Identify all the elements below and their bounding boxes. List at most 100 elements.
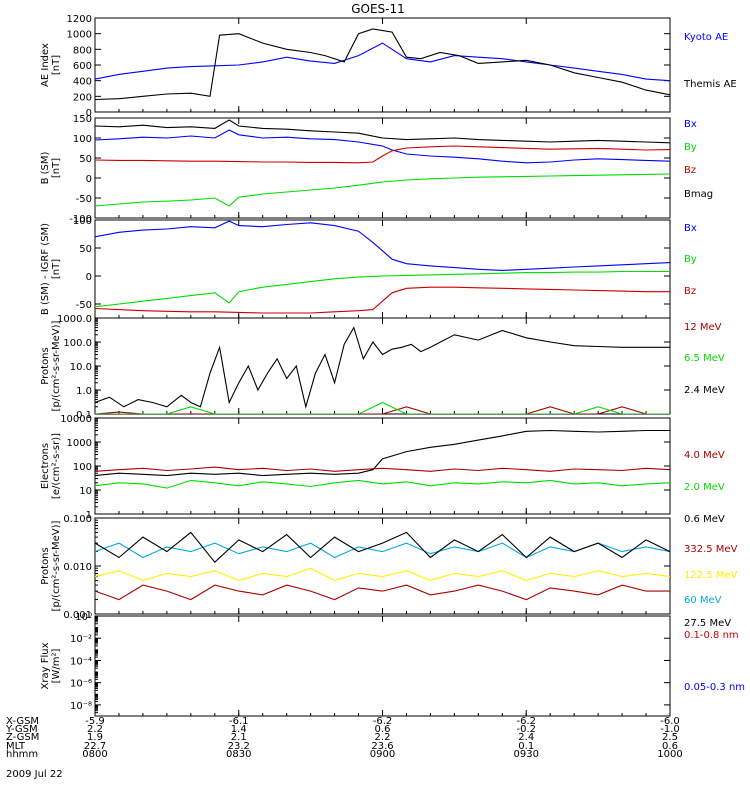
- series-line-bx: [95, 220, 670, 271]
- ephemeris-value: -6.2: [516, 716, 536, 727]
- panel-frame: [94, 117, 671, 219]
- ephemeris-value: 0800: [82, 749, 107, 760]
- ephemeris-row-label: MLT: [6, 741, 26, 752]
- legend-entry: 27.5 MeV: [684, 618, 731, 629]
- panel-2: -100 -50 0 50 100 150 B (SM) [nT] Bx By Bz Bmag: [40, 114, 713, 225]
- ephemeris-value: -0.2: [516, 724, 536, 735]
- panel-frame: [94, 517, 671, 615]
- ephemeris-value: 22.7: [84, 741, 106, 752]
- legend-entry: 0.1-0.8 nm: [684, 630, 739, 641]
- panel-frame: [94, 615, 671, 717]
- legend-entry: Bx: [684, 223, 697, 234]
- y-tick-label: 150: [73, 114, 92, 125]
- legend-entry: 12 MeV: [684, 322, 722, 333]
- ephemeris-value: 23.2: [228, 741, 250, 752]
- series-line-60-mev: [95, 542, 670, 559]
- y-tick-label: -50: [76, 194, 92, 205]
- y-tick-label: 1: [86, 510, 92, 521]
- legend-entry: 6.5 MeV: [684, 353, 725, 364]
- panel-4: 0.1 1.0 10.0 100.0 1000.0 Protons [p/(cm²-s-sr…: [40, 314, 725, 421]
- y-axis-unit: [p/(cm²-s-sr-MeV)]: [51, 520, 62, 611]
- ephemeris-value: 1000: [657, 749, 682, 760]
- y-tick-label: 800: [73, 45, 92, 56]
- legend-entry: 122.5 MeV: [684, 570, 738, 581]
- x-axis-ephemeris: X-GSM -5.9 -6.1 -6.2 -6.2 -6.0 Y-GSM 2.2 1.4 0.6 -…: [5, 716, 683, 760]
- y-axis-label: B (SM) - IGRF (SM): [40, 223, 51, 315]
- series-line-6-5-mev: [95, 401, 670, 414]
- legend-entry: 60 MeV: [684, 595, 722, 606]
- y-tick-label: 1.0: [76, 386, 92, 397]
- series-line-27-5-mev: [95, 531, 670, 564]
- panel-frame: [94, 219, 671, 319]
- y-tick-label: 10⁻⁸: [70, 701, 92, 712]
- y-axis-label: Electrons: [40, 443, 51, 489]
- y-tick-label: 0.010: [63, 562, 92, 573]
- legend-entry: Bx: [684, 119, 697, 130]
- legend-entry: By: [684, 254, 697, 265]
- legend-entry: 2.0 MeV: [684, 482, 725, 493]
- y-tick-label: 0.1: [76, 410, 92, 421]
- y-tick-label: 10⁻²: [70, 634, 92, 645]
- y-tick-label: 10⁰: [75, 612, 92, 623]
- ephemeris-value: -6.1: [229, 716, 249, 727]
- legend-entry: Kyoto AE: [684, 32, 728, 43]
- y-tick-label: -50: [76, 300, 92, 311]
- y-axis-label: Protons: [40, 347, 51, 384]
- y-tick-label: 400: [73, 77, 92, 88]
- ephemeris-value: 0930: [514, 749, 539, 760]
- series-line-0-6-mev: [95, 429, 670, 477]
- ephemeris-value: 1.9: [87, 732, 103, 743]
- ephemeris-value: 0830: [226, 749, 251, 760]
- legend-entry: Themis AE: [683, 79, 737, 90]
- y-tick-label: 50: [79, 244, 92, 255]
- y-tick-label: -100: [69, 214, 92, 225]
- ephemeris-value: -6.2: [373, 716, 393, 727]
- y-axis-unit: [nT]: [51, 259, 62, 279]
- panel-6: 0.001 0.010 0.100 Protons [p/(cm²-s-sr-MeV)]…: [40, 514, 738, 629]
- y-tick-label: 100: [73, 216, 92, 227]
- y-tick-label: 0.100: [63, 514, 92, 525]
- y-tick-label: 1200: [67, 14, 92, 25]
- y-tick-label: 0.001: [63, 610, 92, 621]
- series-line-2-4-mev: [95, 326, 670, 409]
- y-tick-label: 100: [73, 462, 92, 473]
- y-tick-label: 10: [79, 486, 92, 497]
- y-axis-unit: [nT]: [51, 55, 62, 75]
- ephemeris-value: 2.2: [375, 732, 391, 743]
- y-tick-label: 0: [86, 108, 92, 119]
- series-line-332-5-mev: [95, 584, 670, 601]
- series-line-bz: [95, 145, 670, 164]
- series-line-themis-ae: [95, 28, 670, 101]
- y-tick-label: 10⁻⁴: [70, 656, 92, 667]
- legend-entry: By: [684, 142, 697, 153]
- y-tick-label: 10.0: [70, 362, 92, 373]
- legend-entry: Bz: [684, 165, 696, 176]
- y-tick-label: 600: [73, 61, 92, 72]
- ephemeris-row-label: X-GSM: [6, 716, 39, 727]
- legend-entry: Bz: [684, 286, 696, 297]
- panel-frame: [94, 17, 671, 113]
- y-tick-label: 200: [73, 92, 92, 103]
- series-line-by: [95, 173, 670, 207]
- ephemeris-row-label: hhmm: [6, 749, 38, 760]
- y-tick-label: 10000: [60, 414, 92, 425]
- y-tick-label: 100: [73, 134, 92, 145]
- ephemeris-value: 23.6: [371, 741, 393, 752]
- series-line-bz: [95, 286, 670, 314]
- panel-3: -50 0 50 100 B (SM) - IGRF (SM) [nT] Bx By Bz: [40, 216, 697, 319]
- panel-frame: [94, 317, 671, 415]
- series-line-bmag: [95, 119, 670, 144]
- legend-entry: 4.0 MeV: [684, 450, 725, 461]
- legend-entry: Bmag: [684, 189, 713, 200]
- ephemeris-value: 0.1: [518, 741, 534, 752]
- series-line-2-0-mev: [95, 479, 670, 489]
- ephemeris-value: 2.5: [662, 732, 678, 743]
- y-axis-label: B (SM): [40, 151, 51, 184]
- ephemeris-value: 0900: [370, 749, 395, 760]
- series-line-122-5-mev: [95, 567, 670, 581]
- ephemeris-value: -5.9: [85, 716, 105, 727]
- y-tick-label: 0: [86, 272, 92, 283]
- y-tick-label: 1000: [67, 30, 92, 41]
